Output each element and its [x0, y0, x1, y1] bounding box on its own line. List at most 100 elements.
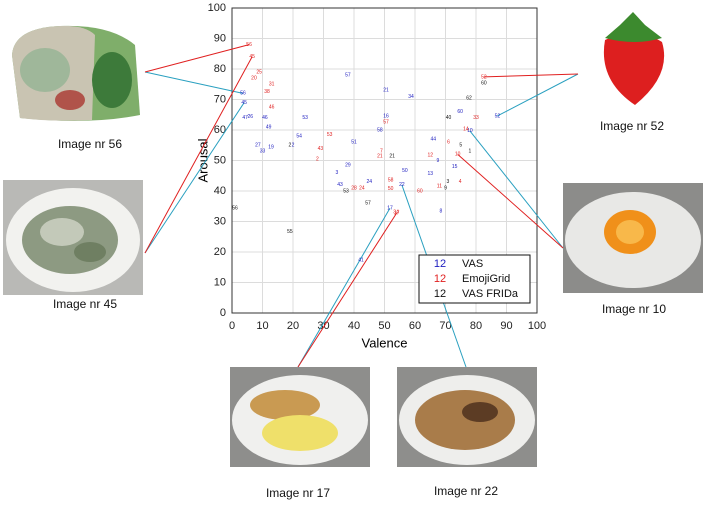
point-label: 31 [269, 82, 275, 88]
point-label: 8 [440, 208, 443, 214]
point-label: 60 [457, 109, 463, 115]
connector [457, 154, 564, 249]
point-label: 5 [459, 143, 462, 149]
point-label: 46 [269, 104, 275, 110]
point-label: 56 [232, 205, 238, 211]
point-label: 57 [345, 72, 351, 78]
photo-potatoes [230, 367, 370, 467]
y-tick-label: 20 [214, 246, 226, 258]
point-label: 27 [255, 143, 261, 149]
point-label: 9 [444, 185, 447, 191]
x-tick-label: 20 [287, 320, 299, 332]
point-label: 11 [437, 183, 442, 189]
photo-bread [12, 25, 140, 121]
point-label: 12 [427, 152, 433, 158]
y-tick-label: 10 [214, 276, 226, 288]
point-label: 25 [256, 69, 262, 75]
image-caption: Image nr 17 [266, 486, 330, 500]
photo-strawberry [603, 12, 665, 105]
connector [469, 130, 564, 249]
point-label: 10 [455, 152, 461, 158]
point-label: 50 [388, 186, 394, 192]
point-label: 2 [292, 143, 295, 149]
point-label: 17 [394, 210, 400, 216]
point-label: 3 [336, 170, 339, 176]
connector [483, 73, 579, 78]
x-tick-label: 70 [439, 320, 451, 332]
point-label: 24 [366, 179, 372, 185]
y-tick-label: 100 [208, 2, 226, 14]
x-tick-label: 0 [229, 320, 235, 332]
point-label: 6 [447, 140, 450, 146]
point-label: 49 [266, 124, 272, 130]
x-axis-label: Valence [361, 335, 407, 350]
point-label: 56 [246, 42, 252, 48]
point-label: 54 [296, 133, 302, 139]
connector [497, 73, 579, 117]
point-label: 45 [249, 54, 255, 60]
point-label: 53 [302, 115, 308, 121]
x-tick-label: 100 [528, 320, 546, 332]
point-label: 33 [473, 115, 479, 121]
x-tick-label: 40 [348, 320, 360, 332]
legend-label: VAS [462, 258, 483, 270]
point-label: 58 [388, 177, 394, 183]
point-label: 57 [365, 201, 371, 207]
point-label: 34 [408, 94, 414, 100]
point-label: 2 [316, 156, 319, 162]
point-label: 21 [383, 88, 389, 94]
x-tick-label: 10 [256, 320, 268, 332]
point-label: 17 [387, 205, 393, 211]
photo-orange [563, 183, 703, 293]
point-label: 47 [242, 115, 248, 121]
point-label: 21 [377, 153, 383, 159]
y-tick-label: 40 [214, 185, 226, 197]
connector [144, 56, 253, 254]
legend-label: VAS FRIDa [462, 288, 519, 300]
x-tick-label: 50 [378, 320, 390, 332]
point-label: 52 [481, 74, 487, 80]
connector [144, 44, 250, 73]
y-tick-label: 0 [220, 307, 226, 319]
point-label: 22 [399, 182, 405, 188]
y-tick-label: 80 [214, 63, 226, 75]
point-label: 50 [402, 168, 408, 174]
photo-plate-45 [3, 180, 143, 295]
legend-marker: 12 [434, 258, 446, 270]
point-label: 46 [262, 115, 268, 121]
y-tick-label: 60 [214, 124, 226, 136]
point-label: 44 [431, 136, 437, 142]
x-tick-label: 60 [409, 320, 421, 332]
point-label: 58 [377, 127, 383, 133]
image-caption: Image nr 52 [600, 119, 664, 133]
legend-marker: 12 [434, 273, 446, 285]
point-label: 33 [260, 149, 266, 155]
point-label: 57 [383, 119, 389, 125]
image-caption: Image nr 45 [53, 297, 117, 311]
point-label: 4 [459, 179, 462, 185]
x-tick-label: 90 [500, 320, 512, 332]
point-label: 41 [358, 257, 364, 263]
point-label: 56 [240, 91, 246, 97]
y-tick-label: 90 [214, 32, 226, 44]
point-label: 9 [436, 158, 439, 164]
point-label: 21 [389, 153, 395, 159]
point-label: 51 [351, 140, 357, 146]
image-caption: Image nr 10 [602, 302, 666, 316]
y-tick-label: 70 [214, 93, 226, 105]
point-label: 53 [327, 132, 333, 138]
point-label: 13 [427, 171, 433, 177]
point-label: 15 [452, 164, 458, 170]
legend-marker: 12 [434, 288, 446, 300]
point-label: 29 [345, 162, 351, 168]
point-label: 43 [337, 182, 343, 188]
legend-label: EmojiGrid [462, 273, 510, 285]
legend-box [418, 254, 531, 304]
image-caption: Image nr 22 [434, 484, 498, 498]
axes-frame [231, 7, 538, 314]
point-label: 55 [287, 229, 293, 235]
point-label: 43 [318, 146, 324, 152]
point-label: 14 [463, 126, 469, 132]
point-label: 28 [351, 185, 357, 191]
